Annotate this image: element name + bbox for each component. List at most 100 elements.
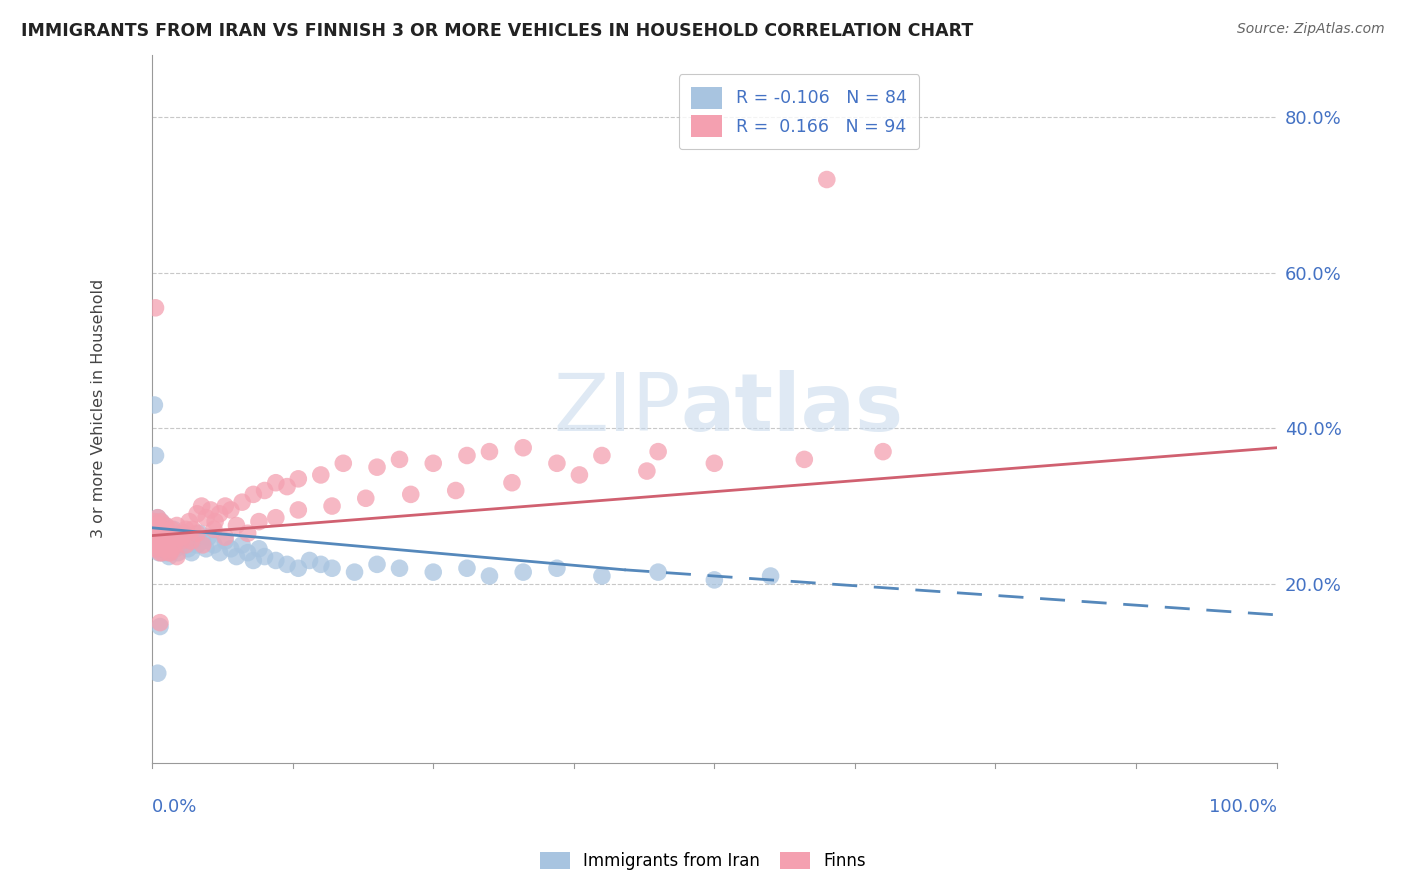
Point	[153, 530, 176, 544]
Point	[150, 522, 173, 536]
Point	[166, 530, 188, 544]
Point	[156, 526, 179, 541]
Point	[332, 456, 354, 470]
Point	[146, 530, 169, 544]
Point	[150, 538, 173, 552]
Point	[343, 565, 366, 579]
Point	[186, 538, 208, 552]
Point	[181, 522, 204, 536]
Point	[214, 499, 236, 513]
Point	[191, 538, 214, 552]
Point	[366, 460, 388, 475]
Point	[160, 534, 183, 549]
Point	[150, 515, 173, 529]
Point	[591, 569, 613, 583]
Point	[647, 444, 669, 458]
Point	[149, 615, 172, 630]
Point	[146, 510, 169, 524]
Point	[145, 538, 167, 552]
Legend: Immigrants from Iran, Finns: Immigrants from Iran, Finns	[533, 845, 873, 877]
Point	[149, 526, 172, 541]
Point	[150, 546, 173, 560]
Point	[703, 573, 725, 587]
Point	[354, 491, 377, 506]
Point	[143, 526, 166, 541]
Point	[153, 518, 176, 533]
Point	[146, 510, 169, 524]
Point	[145, 530, 167, 544]
Point	[152, 526, 174, 541]
Point	[276, 480, 298, 494]
Point	[149, 619, 172, 633]
Point	[152, 526, 174, 541]
Point	[180, 534, 202, 549]
Point	[157, 546, 180, 560]
Point	[152, 541, 174, 556]
Point	[145, 449, 167, 463]
Point	[155, 534, 177, 549]
Point	[148, 534, 170, 549]
Text: 3 or more Vehicles in Household: 3 or more Vehicles in Household	[90, 279, 105, 539]
Text: 0.0%: 0.0%	[152, 797, 197, 815]
Point	[156, 546, 179, 560]
Point	[287, 472, 309, 486]
Point	[422, 456, 444, 470]
Point	[149, 526, 172, 541]
Point	[179, 530, 201, 544]
Point	[253, 483, 276, 498]
Point	[183, 534, 205, 549]
Point	[202, 538, 225, 552]
Point	[200, 503, 222, 517]
Point	[142, 522, 165, 536]
Point	[142, 534, 165, 549]
Point	[167, 534, 190, 549]
Text: Source: ZipAtlas.com: Source: ZipAtlas.com	[1237, 22, 1385, 37]
Point	[160, 522, 183, 536]
Point	[759, 569, 782, 583]
Point	[188, 526, 211, 541]
Point	[145, 530, 167, 544]
Point	[163, 538, 186, 552]
Point	[145, 541, 167, 556]
Point	[152, 541, 174, 556]
Point	[309, 558, 332, 572]
Point	[170, 534, 193, 549]
Point	[321, 561, 343, 575]
Point	[143, 515, 166, 529]
Point	[145, 518, 167, 533]
Point	[165, 541, 187, 556]
Point	[242, 553, 264, 567]
Point	[145, 518, 167, 533]
Point	[146, 666, 169, 681]
Point	[456, 561, 478, 575]
Point	[149, 546, 172, 560]
Point	[501, 475, 523, 490]
Point	[170, 530, 193, 544]
Point	[166, 549, 188, 564]
Point	[174, 534, 197, 549]
Point	[231, 538, 253, 552]
Point	[162, 541, 184, 556]
Point	[143, 398, 166, 412]
Point	[156, 541, 179, 556]
Text: IMMIGRANTS FROM IRAN VS FINNISH 3 OR MORE VEHICLES IN HOUSEHOLD CORRELATION CHAR: IMMIGRANTS FROM IRAN VS FINNISH 3 OR MOR…	[21, 22, 973, 40]
Point	[174, 538, 197, 552]
Point	[264, 510, 287, 524]
Point	[219, 541, 242, 556]
Point	[366, 558, 388, 572]
Point	[793, 452, 815, 467]
Point	[167, 530, 190, 544]
Point	[190, 499, 212, 513]
Point	[150, 534, 173, 549]
Point	[157, 538, 180, 552]
Point	[145, 518, 167, 533]
Point	[146, 530, 169, 544]
Point	[157, 549, 180, 564]
Point	[276, 558, 298, 572]
Point	[186, 507, 208, 521]
Point	[478, 569, 501, 583]
Point	[208, 546, 231, 560]
Point	[422, 565, 444, 579]
Point	[872, 444, 894, 458]
Point	[152, 526, 174, 541]
